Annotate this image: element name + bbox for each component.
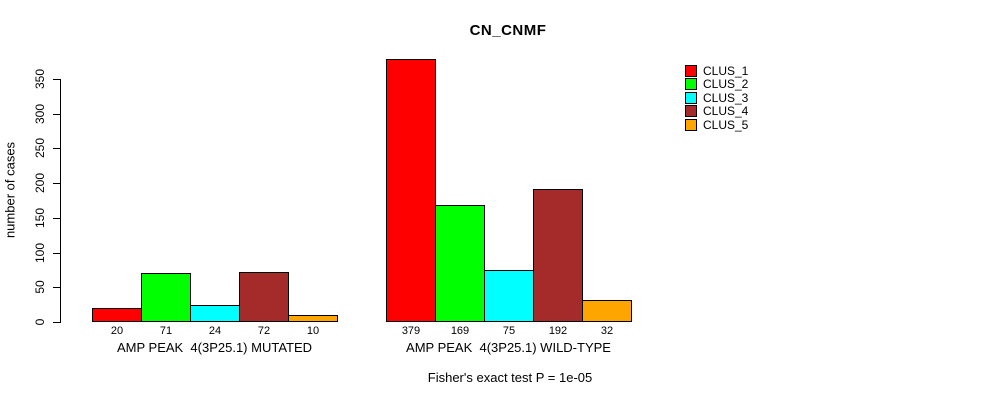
- y-tick-mark: [53, 217, 60, 219]
- y-tick-mark: [53, 113, 60, 115]
- bar-value-label: 71: [159, 325, 173, 337]
- bar-clus_4: [533, 189, 583, 322]
- y-tick-mark: [53, 148, 60, 150]
- legend-label: CLUS_5: [703, 117, 749, 132]
- y-axis-label: number of cases: [2, 141, 18, 239]
- bar-clus_5: [582, 300, 632, 322]
- bar-value-label: 75: [502, 325, 516, 337]
- bar-clus_1: [386, 59, 436, 322]
- y-tick-label: 350: [33, 68, 47, 90]
- legend-label: CLUS_2: [703, 77, 749, 92]
- bar-clus_5: [288, 315, 338, 322]
- bar-clus_1: [92, 308, 142, 322]
- y-tick-label: 150: [33, 207, 47, 228]
- legend-label: CLUS_1: [703, 63, 749, 78]
- group-label: AMP PEAK 4(3P25.1) WILD-TYPE: [406, 340, 611, 355]
- y-axis-line: [60, 79, 61, 323]
- group-label: AMP PEAK 4(3P25.1) MUTATED: [116, 340, 313, 355]
- legend-swatch-clus_2: [685, 78, 697, 91]
- bar-clus_2: [141, 273, 191, 322]
- y-tick-label: 0: [33, 318, 47, 326]
- bar-value-label: 72: [257, 325, 271, 337]
- bar-value-label: 24: [208, 325, 222, 337]
- y-tick-label: 100: [33, 242, 47, 263]
- bar-value-label: 169: [450, 325, 470, 337]
- bar-clus_4: [239, 272, 289, 322]
- bar-value-label: 32: [600, 325, 614, 337]
- legend-label: CLUS_3: [703, 90, 749, 105]
- y-tick-mark: [53, 183, 60, 185]
- bar-value-label: 20: [110, 325, 124, 337]
- legend-swatch-clus_3: [685, 91, 697, 104]
- y-tick-mark: [53, 322, 60, 323]
- y-tick-label: 300: [33, 103, 47, 124]
- bar-value-label: 379: [401, 325, 421, 337]
- y-tick-mark: [53, 79, 60, 80]
- legend-item: CLUS_1: [685, 64, 748, 78]
- bar-clus_2: [435, 205, 485, 322]
- bar-clus_3: [484, 270, 534, 322]
- legend-item: CLUS_2: [685, 77, 749, 92]
- legend-item: CLUS_3: [685, 91, 748, 105]
- y-tick-mark: [53, 287, 60, 289]
- legend-swatch-clus_1: [685, 64, 697, 77]
- y-tick-mark: [53, 252, 60, 254]
- legend-swatch-clus_5: [685, 118, 697, 131]
- legend-item: CLUS_4: [685, 104, 749, 119]
- legend-swatch-clus_4: [685, 105, 697, 118]
- y-tick-label: 200: [33, 173, 47, 194]
- legend-item: CLUS_5: [685, 118, 748, 132]
- y-tick-label: 250: [33, 138, 47, 159]
- bar-value-label: 192: [548, 325, 568, 337]
- legend-label: CLUS_4: [703, 104, 749, 119]
- legend: CLUS_1 CLUS_2 CLUS_3 CLUS_4 CLUS_5: [685, 64, 748, 132]
- y-tick-label: 50: [33, 280, 47, 294]
- bar-clus_3: [190, 305, 240, 322]
- bar-value-label: 10: [306, 325, 320, 337]
- annotation-text: Fisher's exact test P = 1e-05: [427, 370, 593, 385]
- chart-title: CN_CNMF: [469, 22, 547, 39]
